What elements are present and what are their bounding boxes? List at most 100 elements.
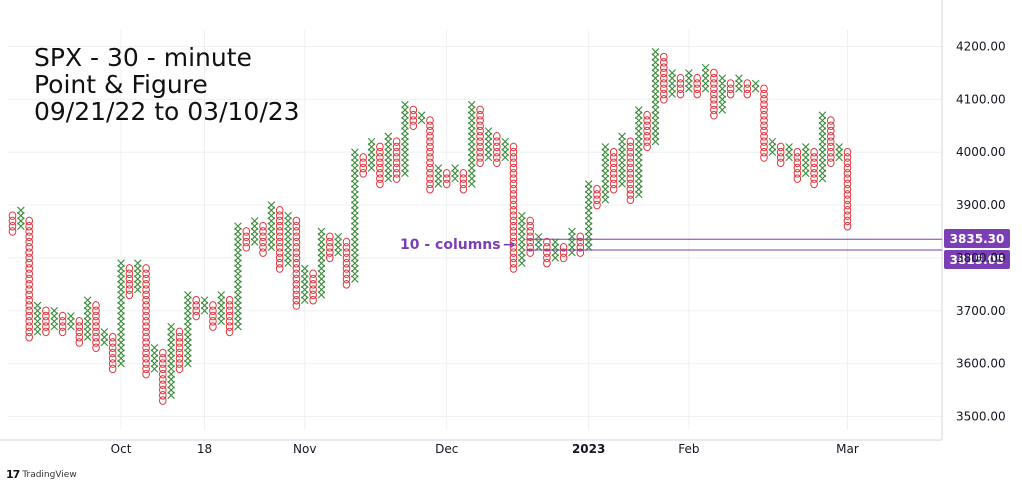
x-box (601, 143, 610, 151)
o-box (108, 348, 117, 358)
x-box (451, 164, 459, 172)
o-box (476, 153, 484, 162)
o-box (593, 184, 601, 194)
o-box (175, 364, 184, 374)
o-box (543, 248, 551, 257)
o-box (509, 248, 518, 257)
x-box (434, 164, 443, 172)
o-box (509, 232, 518, 242)
x-column (534, 232, 543, 252)
o-box (125, 290, 134, 300)
o-box (526, 248, 535, 257)
o-box (576, 232, 585, 242)
o-box (559, 243, 568, 252)
o-box (660, 58, 668, 67)
o-box (209, 317, 217, 326)
x-box (250, 217, 259, 225)
o-box (660, 95, 668, 104)
x-column (785, 143, 793, 162)
o-box (459, 179, 468, 189)
o-box (459, 169, 468, 178)
x-box (367, 137, 376, 146)
o-column (58, 311, 67, 337)
x-box (668, 69, 676, 77)
o-box (275, 221, 284, 231)
o-box (710, 100, 718, 109)
o-box (626, 147, 635, 157)
o-box (476, 105, 484, 115)
x-column (317, 227, 326, 299)
ten-columns-annotation: 10 - columns → (400, 237, 515, 253)
o-box (476, 158, 484, 168)
o-box (509, 264, 518, 273)
x-box (67, 312, 75, 320)
x-box (317, 227, 326, 236)
o-box (259, 237, 267, 247)
o-box (509, 195, 518, 205)
o-box (442, 179, 451, 189)
o-column (125, 264, 134, 300)
o-box (275, 237, 284, 247)
o-box (710, 68, 718, 78)
o-box (142, 306, 150, 316)
o-column (92, 301, 100, 353)
o-box (142, 301, 150, 310)
o-box (25, 290, 34, 300)
o-box (376, 169, 384, 178)
y-tick-label: 3900.00 (956, 198, 1006, 212)
o-box (225, 311, 234, 321)
o-box (92, 338, 100, 347)
o-box (142, 274, 150, 284)
o-box (58, 322, 67, 331)
o-column (275, 206, 284, 273)
o-box (25, 322, 34, 331)
o-box (75, 327, 84, 337)
o-box (309, 295, 317, 305)
o-box (760, 95, 768, 104)
o-box (827, 121, 835, 131)
o-box (526, 243, 535, 252)
o-box (292, 253, 301, 263)
o-box (359, 153, 368, 162)
o-box (509, 147, 518, 157)
o-column (793, 147, 802, 183)
o-box (25, 253, 34, 263)
x-column (668, 69, 676, 98)
o-box (626, 158, 635, 168)
o-box (426, 153, 434, 162)
o-box (125, 274, 134, 284)
price-tag (944, 229, 1010, 248)
o-box (342, 248, 351, 257)
o-box (92, 301, 100, 310)
o-box (693, 89, 702, 99)
o-box (760, 110, 768, 120)
x-column (768, 137, 777, 156)
o-box (75, 332, 84, 342)
o-box (626, 184, 635, 194)
o-box (827, 137, 835, 146)
x-column (501, 137, 509, 162)
x-column (651, 47, 660, 146)
x-box (184, 291, 192, 299)
o-column (209, 301, 217, 331)
o-column (75, 317, 84, 347)
o-box (159, 391, 167, 400)
o-box (125, 269, 134, 279)
price-axis: 3500.00 3600.00 3700.00 3800.00 3900.00 4000.… (956, 40, 1006, 424)
o-box (392, 158, 401, 168)
o-box (259, 227, 267, 236)
o-box (509, 179, 518, 189)
tradingview-brand[interactable]: 17 TradingView (6, 468, 77, 481)
o-box (292, 258, 301, 268)
o-box (292, 216, 301, 226)
o-box (626, 137, 635, 146)
o-box (142, 343, 150, 353)
x-box (351, 148, 359, 156)
o-box (793, 147, 802, 157)
o-box (493, 153, 501, 162)
x-column (467, 100, 476, 188)
o-box (426, 116, 434, 125)
o-box (676, 79, 685, 88)
x-box (484, 127, 493, 135)
o-box (843, 221, 852, 231)
